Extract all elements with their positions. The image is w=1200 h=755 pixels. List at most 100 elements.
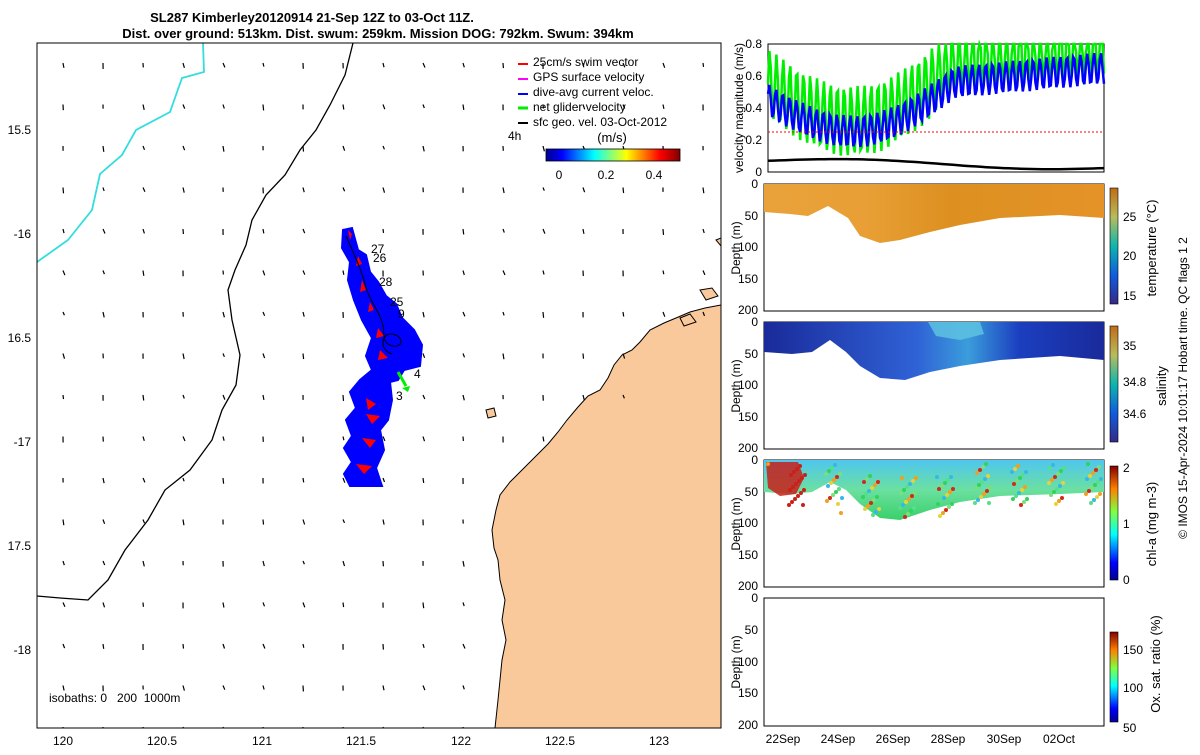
chlorophyll-sample — [943, 481, 947, 485]
chlorophyll-sample — [1010, 470, 1014, 474]
chlorophyll-sample — [862, 480, 866, 484]
chlorophyll-sample — [944, 508, 948, 512]
map-lon-ticks: 120 120.5 121 121.5 122 122.5 123 — [53, 734, 669, 748]
temperature-cbar-label: temperature (°C) — [1144, 200, 1159, 297]
footer-credit: © IMOS 15-Apr-2024 10:01:17 Hobart time.… — [1176, 237, 1190, 539]
chlorophyll-sample — [945, 493, 949, 497]
colorbar-tick-0: 0 — [556, 168, 563, 182]
lon-tick-120: 120 — [53, 734, 73, 748]
chlorophyll-sample — [1084, 492, 1088, 496]
track-map: 27 26 28 25 9 4 3 120 120.5 121 121.5 12… — [8, 43, 721, 748]
chlorophyll-sample — [984, 462, 988, 466]
velocity-arrow — [63, 188, 64, 194]
chlorophyll-section: 0 50 100 150 200 Depth (m) 2 1 0 chl-a (… — [729, 453, 1159, 593]
chlorophyll-sample — [942, 496, 946, 500]
chlorophyll-ytick-50: 50 — [745, 485, 759, 499]
velocity-arrow — [63, 520, 64, 526]
oxygen-ylabel: Depth (m) — [729, 635, 743, 688]
chlorophyll-sample — [792, 470, 796, 474]
legend-label-sfc: sfc geo. vel. 03-Oct-2012 — [533, 115, 667, 129]
chlorophyll-sample — [974, 486, 978, 490]
velocity-arrow — [303, 354, 304, 360]
chlorophyll-sample — [788, 488, 792, 492]
lat-tick-17: -17 — [14, 435, 32, 449]
velocity-ytick-0-2: 0.2 — [745, 133, 762, 147]
chlorophyll-sample — [908, 482, 912, 486]
chlorophyll-sample — [790, 500, 794, 504]
chlorophyll-sample — [1021, 473, 1025, 477]
oxygen-ytick-0: 0 — [751, 591, 758, 605]
salinity-ylabel: Depth (m) — [729, 359, 743, 412]
salinity-ytick-0: 0 — [751, 315, 758, 329]
chlorophyll-cbar-label: chl-a (mg m-3) — [1144, 482, 1159, 567]
chlorophyll-sample — [940, 484, 944, 488]
chlorophyll-sample — [982, 492, 986, 496]
velocity-arrow — [103, 644, 104, 649]
velocity-arrow — [303, 146, 304, 152]
chlorophyll-sample — [903, 515, 907, 519]
chlorophyll-sample — [837, 487, 841, 491]
velocity-ytick-0-4: 0.4 — [745, 101, 762, 115]
chlorophyll-sample — [866, 504, 870, 508]
chlorophyll-sample — [1094, 468, 1098, 472]
chlorophyll-sample — [835, 475, 839, 479]
salinity-cbar-label: salinity — [1154, 366, 1169, 406]
chlorophyll-sample — [1061, 481, 1065, 485]
chlorophyll-sample — [1018, 476, 1022, 480]
track-label-26: 26 — [373, 251, 387, 265]
velocity-arrow — [143, 395, 144, 401]
chlorophyll-sample — [981, 465, 985, 469]
lon-tick-123: 123 — [649, 734, 669, 748]
lon-tick-122-5: 122.5 — [545, 734, 575, 748]
chlorophyll-sample — [798, 464, 802, 468]
isobath-label: isobaths: 0 200 1000m — [49, 691, 180, 705]
velocity-arrow — [263, 229, 264, 233]
chlorophyll-sample — [863, 507, 867, 511]
chlorophyll-sample — [1019, 503, 1023, 507]
chlorophyll-sample — [985, 489, 989, 493]
velocity-arrow — [103, 146, 104, 152]
chlorophyll-sample — [794, 482, 798, 486]
lat-tick-17-5: 17.5 — [8, 539, 32, 553]
track-label-28: 28 — [379, 275, 393, 289]
chlorophyll-sample — [1056, 472, 1060, 476]
temperature-cbar-tick-20: 20 — [1123, 249, 1137, 263]
lat-tick-15-5: 15.5 — [8, 123, 32, 137]
track-label-3: 3 — [396, 389, 403, 403]
chlorophyll-sample — [1012, 482, 1016, 486]
velocity-arrow — [663, 229, 664, 235]
chlorophyll-sample — [1099, 477, 1103, 481]
chlorophyll-sample — [1060, 496, 1064, 500]
time-tick-30sep: 30Sep — [987, 732, 1022, 746]
velocity-ytick-0-6: 0.6 — [745, 69, 762, 83]
chlorophyll-sample — [941, 511, 945, 515]
chlorophyll-sample — [840, 496, 844, 500]
chlorophyll-sample — [766, 462, 770, 466]
velocity-arrow — [423, 603, 424, 609]
lon-tick-122: 122 — [451, 734, 471, 748]
chlorophyll-sample — [1052, 490, 1056, 494]
time-tick-26sep: 26Sep — [876, 732, 911, 746]
velocity-arrow — [663, 271, 664, 275]
time-tick-28sep: 28Sep — [931, 732, 966, 746]
chlorophyll-sample — [1087, 489, 1091, 493]
track-label-4: 4 — [414, 367, 421, 381]
velocity-arrow — [383, 229, 384, 233]
chlorophyll-sample — [939, 499, 943, 503]
chlorophyll-sample — [1024, 470, 1028, 474]
chlorophyll-sample — [789, 473, 793, 477]
velocity-arrow — [343, 271, 344, 275]
chlorophyll-ylabel: Depth (m) — [729, 497, 743, 550]
chlorophyll-sample — [1051, 463, 1055, 467]
velocity-arrow — [623, 312, 624, 317]
velocity-arrow — [423, 478, 424, 483]
temperature-ytick-0: 0 — [751, 177, 758, 191]
velocity-arrow — [143, 271, 144, 276]
lat-tick-16-5: 16.5 — [8, 331, 32, 345]
velocity-arrow — [303, 478, 304, 482]
time-axis: 22Sep 24Sep 26Sep 28Sep 30Sep 02Oct — [766, 732, 1076, 746]
chlorophyll-sample — [912, 506, 916, 510]
chlorophyll-sample — [1025, 497, 1029, 501]
